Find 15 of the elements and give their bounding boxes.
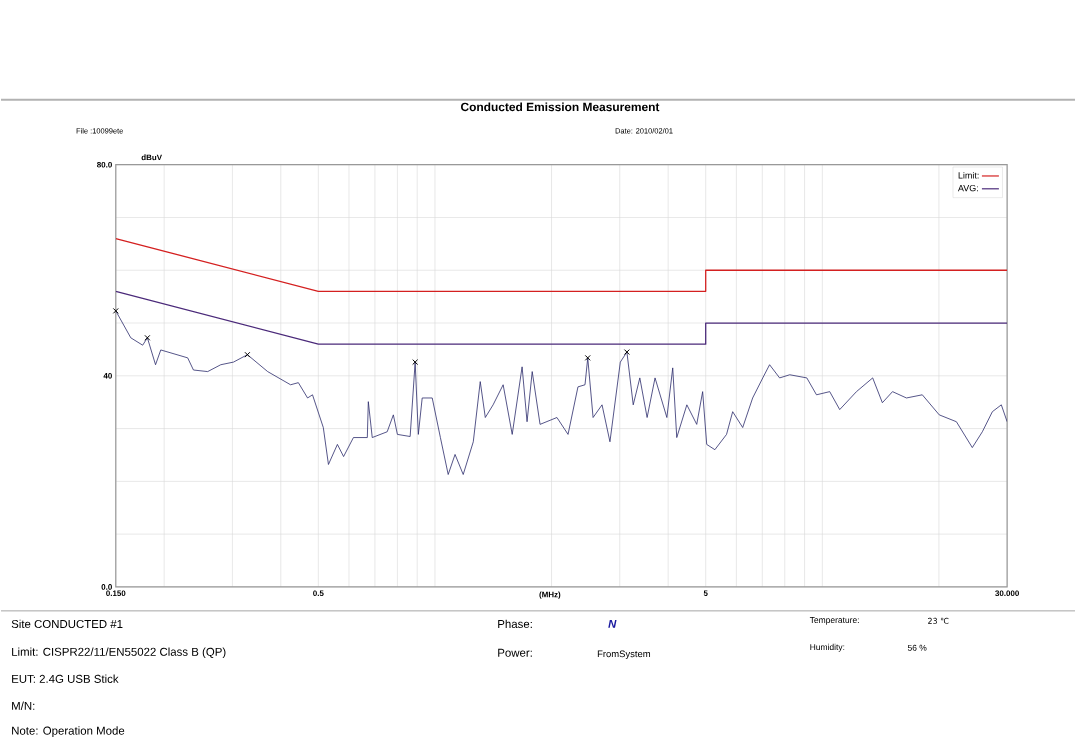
legend-label: Limit: — [958, 172, 979, 179]
text: M/N: — [12, 701, 35, 711]
chart-title: Conducted Emission Measurement — [460, 102, 660, 112]
text: Note: Operation Mode — [12, 726, 125, 738]
text: Phase: — [498, 619, 532, 629]
text: Site CONDUCTED #1 — [11, 619, 123, 629]
legend-label: AVG: — [957, 185, 978, 192]
text: FromSystem — [597, 650, 651, 660]
text: EUT: 2.4G USB Stick — [12, 674, 119, 684]
text: 56 % — [907, 645, 927, 651]
text: Limit: CISPR22/11/EN55022 Class B (QP) — [12, 647, 226, 659]
text: N — [608, 620, 617, 628]
text: Temperature: — [809, 617, 859, 625]
text: Power: — [498, 649, 532, 657]
text: Humidity: — [810, 644, 845, 652]
